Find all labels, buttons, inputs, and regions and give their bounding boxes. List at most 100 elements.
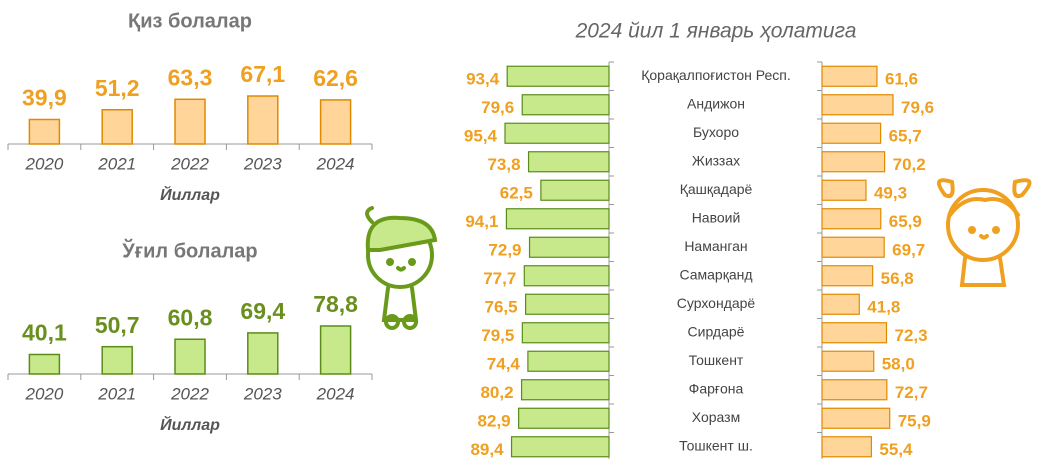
bar [101,108,133,145]
chart-title: 2024 йил 1 январь ҳолатига [575,20,857,43]
category-label: Тошкент ш. [679,437,753,453]
bar [247,95,279,145]
bar [101,345,133,375]
category-label: Андижон [687,95,745,111]
bar-right [821,265,874,287]
bar-right [821,293,860,315]
value-label: 74,4 [487,355,521,374]
boy-icon [365,206,438,330]
x-tick-label: 2024 [316,154,355,173]
category-label: Наманган [684,238,747,254]
bar-right [821,350,875,372]
bar-left [540,179,610,201]
value-label: 55,4 [879,440,913,459]
bar-left [506,65,610,87]
value-label: 72,7 [895,383,928,402]
bar-left [527,350,610,372]
value-label: 69,4 [240,298,285,324]
value-label: 40,1 [22,320,67,346]
category-label: Жиззах [692,152,740,168]
category-label: Самарқанд [679,266,752,282]
bar [174,338,206,375]
category-label: Қашқадарё [680,181,753,197]
value-label: 50,7 [95,312,140,338]
bar-right [821,122,882,144]
value-label: 69,7 [892,241,925,260]
x-tick-label: 2021 [97,154,136,173]
chart-title: Ўғил болалар [121,238,257,262]
bar-left [527,151,610,173]
value-label: 73,8 [487,155,520,174]
value-label: 79,5 [481,326,514,345]
bar-left [505,208,610,230]
bar [174,98,206,145]
bar [247,332,279,375]
value-label: 72,3 [894,326,927,345]
value-label: 58,0 [882,355,915,374]
x-tick-label: 2023 [243,154,282,173]
bar-left [523,265,610,287]
bar-left [504,122,610,144]
value-label: 41,8 [867,298,900,317]
value-label: 62,6 [313,65,358,91]
value-label: 39,9 [22,85,67,111]
bar [28,118,61,145]
value-label: 67,1 [240,61,285,87]
bar-left [525,293,610,315]
bar-right [821,208,882,230]
bar-left [510,436,610,458]
value-label: 80,2 [480,383,513,402]
x-tick-label: 2020 [24,384,63,403]
category-label: Бухоро [693,124,739,140]
value-label: 63,3 [168,64,213,90]
bar-right [821,236,885,258]
value-label: 72,9 [488,241,521,260]
value-label: 78,8 [313,291,358,317]
category-label: Навоий [692,209,741,225]
x-axis-label: Йиллар [160,184,220,204]
x-tick-label: 2022 [170,384,209,403]
value-label: 60,8 [168,304,213,330]
x-tick-label: 2021 [97,384,136,403]
value-label: 65,9 [889,212,922,231]
value-label: 49,3 [874,184,907,203]
bar-left [521,94,610,116]
category-label: Хоразм [692,409,740,425]
bar-right [821,436,873,458]
value-label: 79,6 [481,98,514,117]
bar-left [518,407,610,429]
category-label: Тошкент [689,352,744,368]
x-tick-label: 2020 [24,154,63,173]
value-label: 56,8 [881,269,914,288]
bar-right [821,322,888,344]
bar-left [528,236,610,258]
bar-right [821,407,891,429]
value-label: 62,5 [500,184,533,203]
value-label: 93,4 [466,70,500,89]
category-label: Фарғона [689,380,744,396]
bar [319,325,352,375]
value-label: 51,2 [95,75,140,101]
chart-title: Қиз болалар [128,10,252,32]
value-label: 70,2 [893,155,926,174]
girl-icon [936,178,1032,287]
bar [28,353,61,375]
value-label: 79,6 [901,98,934,117]
bar-right [821,65,878,87]
value-label: 94,1 [465,212,498,231]
bar [319,99,352,145]
value-label: 89,4 [470,440,504,459]
value-label: 65,7 [889,127,922,146]
x-tick-label: 2022 [170,154,209,173]
x-tick-label: 2023 [243,384,282,403]
x-axis-label: Йиллар [160,414,220,434]
value-label: 76,5 [485,298,518,317]
value-label: 61,6 [885,70,918,89]
value-label: 75,9 [898,412,931,431]
bar-left [521,322,610,344]
bar-left [520,379,610,401]
x-tick-label: 2024 [316,384,355,403]
value-label: 82,9 [478,412,511,431]
category-label: Сирдарё [688,323,745,339]
